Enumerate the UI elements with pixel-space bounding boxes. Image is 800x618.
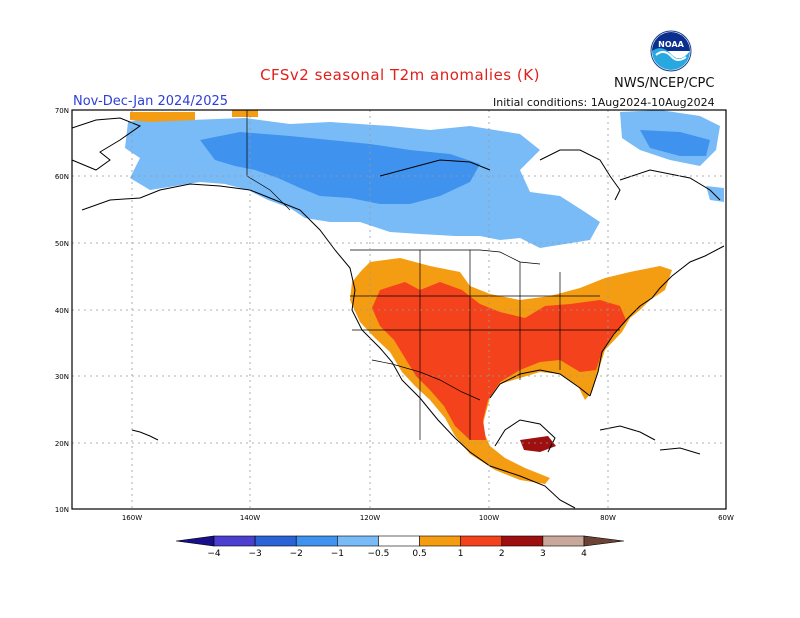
- forecast-period: Nov-Dec-Jan 2024/2025: [73, 94, 229, 109]
- noaa-logo: NOAA: [650, 30, 692, 72]
- legend-bin: [175, 535, 215, 547]
- legend-tick-label: −4: [207, 549, 221, 559]
- legend-bin: [378, 535, 420, 547]
- lon-label: 120W: [360, 514, 380, 522]
- legend-bin: [295, 535, 338, 547]
- legend-bin: [419, 535, 461, 547]
- legend-bin: [337, 535, 379, 547]
- legend-bin: [460, 535, 503, 547]
- legend-bin: [542, 535, 585, 547]
- lat-label: 30N: [55, 373, 69, 381]
- map-frame: [71, 109, 727, 510]
- legend-tick-label: 0.5: [412, 549, 426, 559]
- warm-anomaly-moderate: [372, 282, 626, 440]
- legend-tick-label: 2: [499, 549, 505, 559]
- political-borders: [246, 110, 620, 440]
- lon-label: 80W: [600, 514, 616, 522]
- logo-text: NOAA: [658, 40, 684, 49]
- graticule: [72, 110, 726, 509]
- warm-anomaly-yukon: [232, 110, 258, 117]
- lat-label: 40N: [55, 307, 69, 315]
- legend-bin: [254, 535, 297, 547]
- map-title: CFSv2 seasonal T2m anomalies (K): [260, 66, 540, 84]
- legend-bin: [583, 535, 625, 547]
- lon-label: 100W: [479, 514, 499, 522]
- legend-tick-label: −1: [331, 549, 344, 559]
- org-label: NWS/NCEP/CPC: [614, 76, 715, 91]
- warm-anomaly-alaska: [130, 112, 195, 122]
- lat-label: 10N: [55, 506, 69, 514]
- lon-label: 160W: [122, 514, 142, 522]
- warm-anomaly-strong: [520, 436, 556, 452]
- legend-tick-label: −0.5: [368, 549, 390, 559]
- lat-label: 60N: [55, 173, 69, 181]
- cold-anomaly-moderate-east: [640, 130, 710, 156]
- legend-tick-label: −2: [290, 549, 303, 559]
- lat-label: 50N: [55, 240, 69, 248]
- legend-tick-label: 4: [581, 549, 587, 559]
- legend-bin: [501, 535, 544, 547]
- lat-label: 20N: [55, 440, 69, 448]
- cold-anomaly-moderate: [200, 132, 480, 204]
- legend-bin: [213, 535, 256, 547]
- lat-label: 70N: [55, 107, 69, 115]
- legend-tick-label: 1: [458, 549, 464, 559]
- lon-label: 140W: [240, 514, 260, 522]
- legend-tick-label: 3: [540, 549, 546, 559]
- coastlines: [71, 117, 725, 509]
- legend-tick-label: −3: [248, 549, 261, 559]
- initial-conditions: Initial conditions: 1Aug2024-10Aug2024: [493, 96, 715, 109]
- lon-label: 60W: [718, 514, 734, 522]
